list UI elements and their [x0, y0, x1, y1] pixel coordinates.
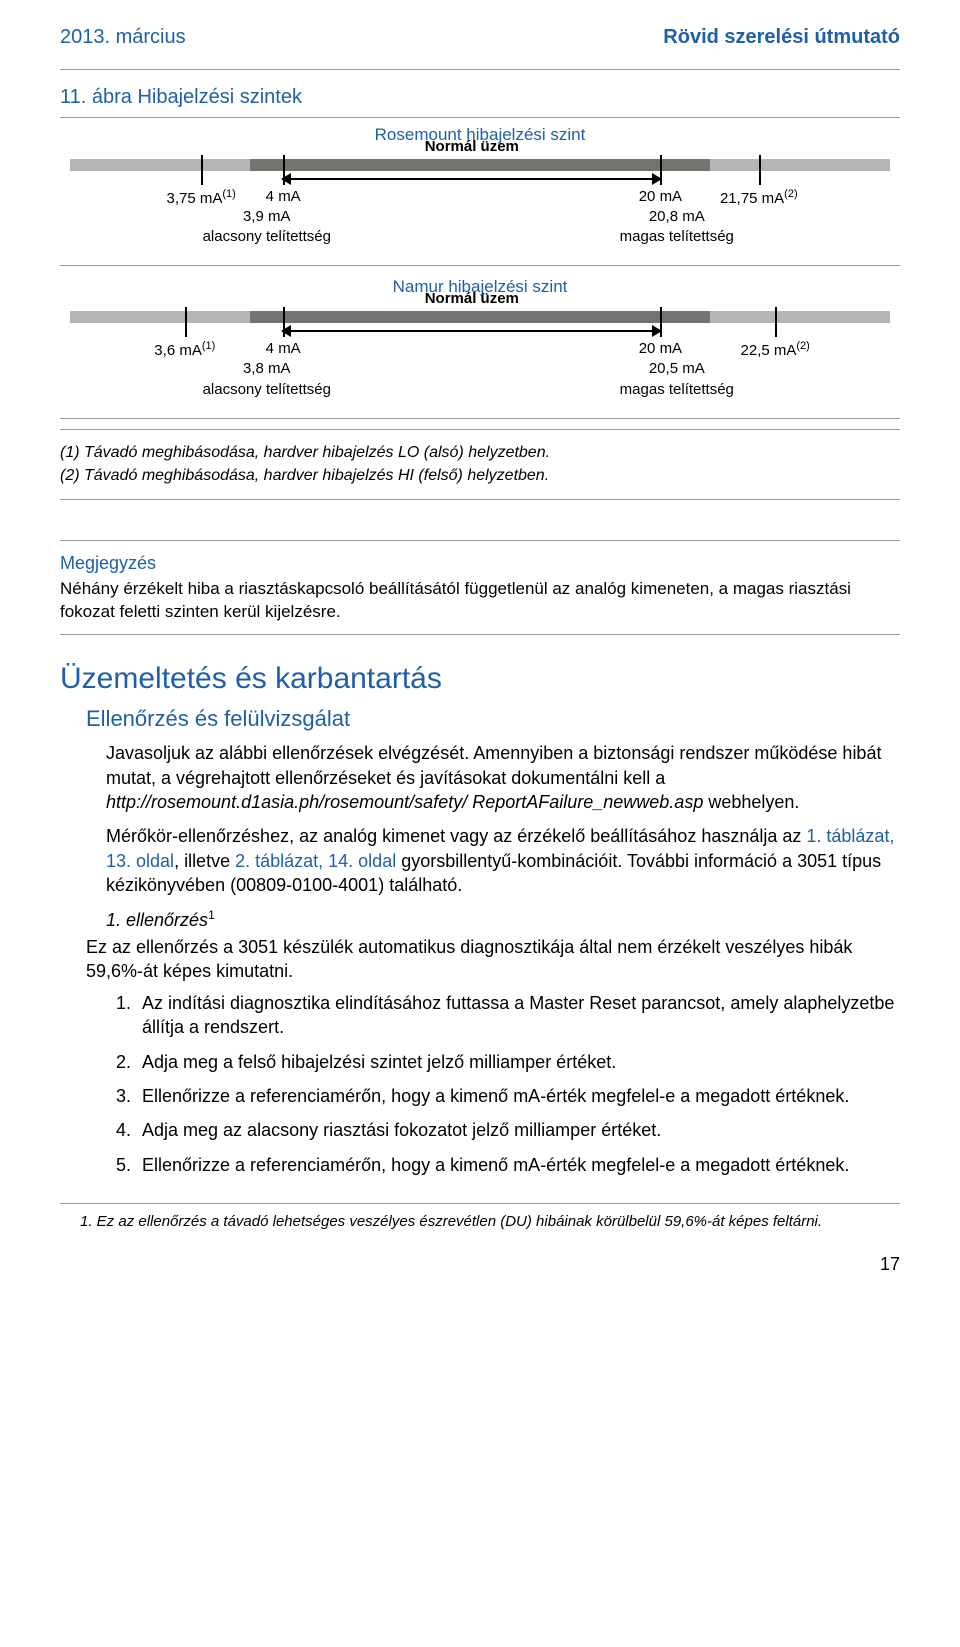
- check-title: 1. ellenőrzés: [106, 910, 208, 930]
- check-lead: Ez az ellenőrzés a 3051 készülék automat…: [86, 935, 900, 984]
- figure-footnotes: (1) Távadó meghibásodása, hardver hibaje…: [60, 429, 900, 500]
- arrow-range: [283, 178, 660, 180]
- header-title: Rövid szerelési útmutató: [663, 24, 900, 51]
- tick: [775, 307, 777, 337]
- value-label: 4 mA: [266, 187, 301, 207]
- low-sat-value: 3,9 mA: [70, 207, 464, 227]
- arrow-range: [283, 330, 660, 332]
- page-footnote: 1. Ez az ellenőrzés a távadó lehetséges …: [80, 1212, 900, 1232]
- paragraph-2: Mérőkör-ellenőrzéshez, az analóg kimenet…: [106, 824, 900, 897]
- normal-label: Normál üzem: [425, 137, 519, 157]
- tick: [283, 307, 285, 337]
- namur-diagram: Normál üzem 3,6 mA(1)4 mA20 mA22,5 mA(2): [70, 305, 890, 357]
- value-label: 3,6 mA(1): [154, 339, 215, 361]
- footnote-2: (2) Távadó meghibásodása, hardver hibaje…: [60, 465, 900, 487]
- high-sat-value: 20,8 mA: [464, 207, 890, 227]
- tick: [185, 307, 187, 337]
- tick: [759, 155, 761, 185]
- note-block: Megjegyzés Néhány érzékelt hiba a riaszt…: [60, 540, 900, 635]
- step-2: Adja meg a felső hibajelzési szintet jel…: [136, 1050, 900, 1074]
- low-sat-label: alacsony telítettség: [70, 227, 464, 247]
- rosemount-block: Rosemount hibajelzési szint Normál üzem …: [60, 117, 900, 266]
- p2-text-a: Mérőkör-ellenőrzéshez, az analóg kimenet…: [106, 826, 806, 846]
- low-sat-label: alacsony telítettség: [70, 380, 464, 400]
- subsection-heading: Ellenőrzés és felülvizsgálat: [86, 704, 900, 734]
- steps-list: Az indítási diagnosztika elindításához f…: [106, 991, 900, 1177]
- step-5: Ellenőrizze a referenciamérőn, hogy a ki…: [136, 1153, 900, 1177]
- tick: [660, 155, 662, 185]
- table-2-link[interactable]: 2. táblázat, 14. oldal: [235, 851, 396, 871]
- p2-mid: , illetve: [174, 851, 235, 871]
- note-body: Néhány érzékelt hiba a riasztáskapcsoló …: [60, 578, 900, 624]
- bar-dark-segment: [250, 159, 709, 171]
- footnote-rule: [60, 1203, 900, 1204]
- value-label: 21,75 mA(2): [720, 187, 798, 209]
- p1-text-b: webhelyen.: [703, 792, 799, 812]
- divider: [60, 69, 900, 70]
- high-sat-label: magas telítettség: [464, 380, 890, 400]
- page-number: 17: [60, 1252, 900, 1276]
- high-sat-value: 20,5 mA: [464, 359, 890, 379]
- check-footnote-mark: 1: [208, 908, 215, 922]
- note-title: Megjegyzés: [60, 551, 900, 575]
- value-label: 20 mA: [639, 339, 682, 359]
- step-1: Az indítási diagnosztika elindításához f…: [136, 991, 900, 1040]
- paragraph-1: Javasoljuk az alábbi ellenőrzések elvégz…: [106, 741, 900, 814]
- high-sat-label: magas telítettség: [464, 227, 890, 247]
- section-heading: Üzemeltetés és karbantartás: [60, 659, 900, 700]
- value-label: 22,5 mA(2): [741, 339, 810, 361]
- check-1-heading: 1. ellenőrzés1: [106, 907, 900, 932]
- p1-url: http://rosemount.d1asia.ph/rosemount/saf…: [106, 792, 703, 812]
- p1-text-a: Javasoljuk az alábbi ellenőrzések elvégz…: [106, 743, 881, 787]
- tick: [660, 307, 662, 337]
- low-sat-value: 3,8 mA: [70, 359, 464, 379]
- rosemount-diagram: Normál üzem 3,75 mA(1)4 mA20 mA21,75 mA(…: [70, 153, 890, 205]
- header-date: 2013. március: [60, 24, 186, 51]
- namur-block: Namur hibajelzési szint Normál üzem 3,6 …: [60, 270, 900, 418]
- step-3: Ellenőrizze a referenciamérőn, hogy a ki…: [136, 1084, 900, 1108]
- footnote-1: (1) Távadó meghibásodása, hardver hibaje…: [60, 442, 900, 464]
- tick: [283, 155, 285, 185]
- value-label: 4 mA: [266, 339, 301, 359]
- figure-title: 11. ábra Hibajelzési szintek: [60, 84, 900, 111]
- step-4: Adja meg az alacsony riasztási fokozatot…: [136, 1118, 900, 1142]
- bar-dark-segment: [250, 311, 709, 323]
- value-label: 20 mA: [639, 187, 682, 207]
- normal-label: Normál üzem: [425, 289, 519, 309]
- tick: [201, 155, 203, 185]
- value-label: 3,75 mA(1): [167, 187, 236, 209]
